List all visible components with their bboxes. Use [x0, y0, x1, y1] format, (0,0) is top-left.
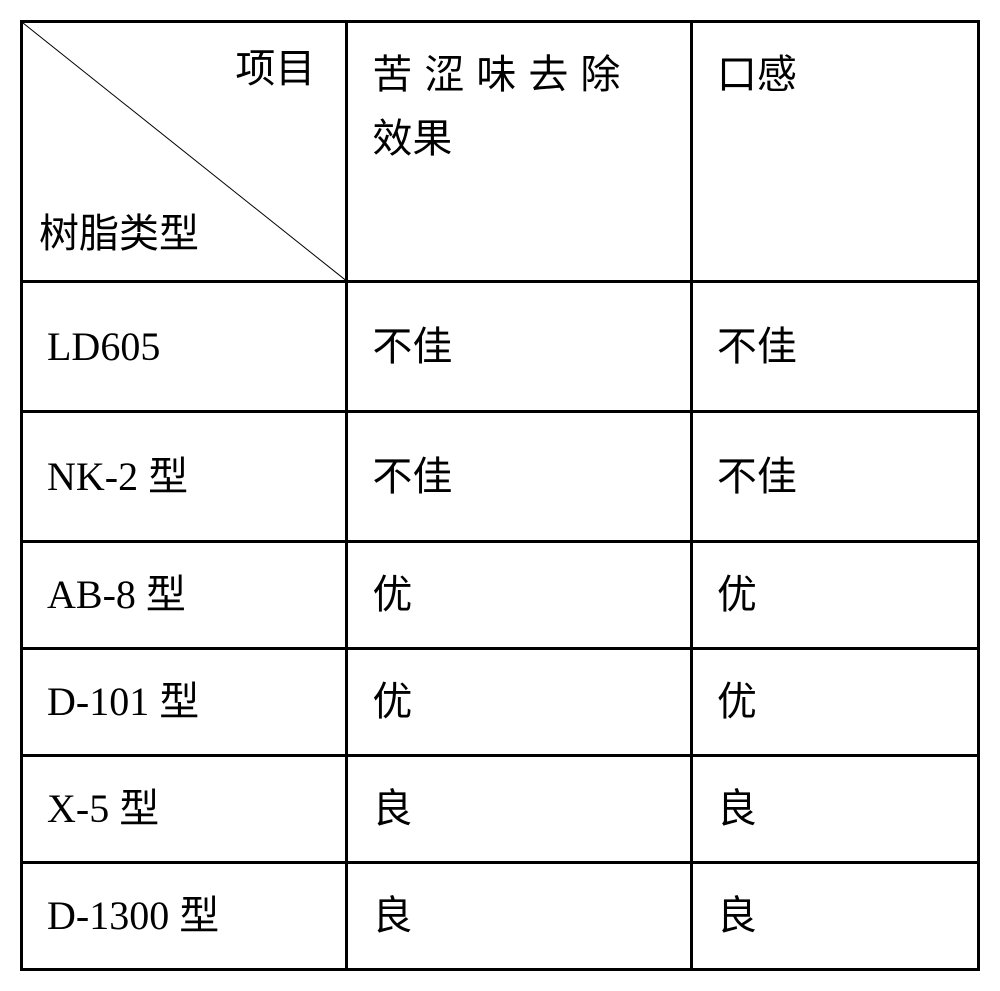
header-top-label: 项目	[235, 37, 315, 101]
table-row: AB-8 型 优 优	[22, 542, 979, 649]
cell-bitterness: 优	[347, 649, 692, 756]
header-bottom-label: 树脂类型	[39, 202, 199, 266]
header-col2: 苦涩味去除 效果	[347, 22, 692, 282]
cell-resin-type: X-5 型	[22, 756, 347, 863]
cell-resin-type: D-1300 型	[22, 863, 347, 970]
header-col3: 口感	[691, 22, 978, 282]
table-row: NK-2 型 不佳 不佳	[22, 412, 979, 542]
cell-taste: 不佳	[691, 282, 978, 412]
cell-resin-type: D-101 型	[22, 649, 347, 756]
cell-taste: 良	[691, 863, 978, 970]
cell-taste: 不佳	[691, 412, 978, 542]
header-col2-line1: 苦涩味去除	[372, 52, 632, 97]
table-row: D-1300 型 良 良	[22, 863, 979, 970]
cell-resin-type: LD605	[22, 282, 347, 412]
cell-taste: 优	[691, 542, 978, 649]
cell-bitterness: 良	[347, 756, 692, 863]
table-header-row: 项目 树脂类型 苦涩味去除 效果 口感	[22, 22, 979, 282]
cell-bitterness: 不佳	[347, 282, 692, 412]
table-container: 项目 树脂类型 苦涩味去除 效果 口感 LD605 不佳 不佳 NK-2 型 不…	[20, 20, 980, 971]
header-col2-line2: 效果	[372, 116, 452, 161]
table-row: X-5 型 良 良	[22, 756, 979, 863]
cell-bitterness: 良	[347, 863, 692, 970]
table-row: D-101 型 优 优	[22, 649, 979, 756]
cell-bitterness: 优	[347, 542, 692, 649]
cell-taste: 优	[691, 649, 978, 756]
table-row: LD605 不佳 不佳	[22, 282, 979, 412]
diagonal-header-cell: 项目 树脂类型	[22, 22, 347, 282]
cell-resin-type: NK-2 型	[22, 412, 347, 542]
resin-table: 项目 树脂类型 苦涩味去除 效果 口感 LD605 不佳 不佳 NK-2 型 不…	[20, 20, 980, 971]
cell-resin-type: AB-8 型	[22, 542, 347, 649]
cell-bitterness: 不佳	[347, 412, 692, 542]
cell-taste: 良	[691, 756, 978, 863]
